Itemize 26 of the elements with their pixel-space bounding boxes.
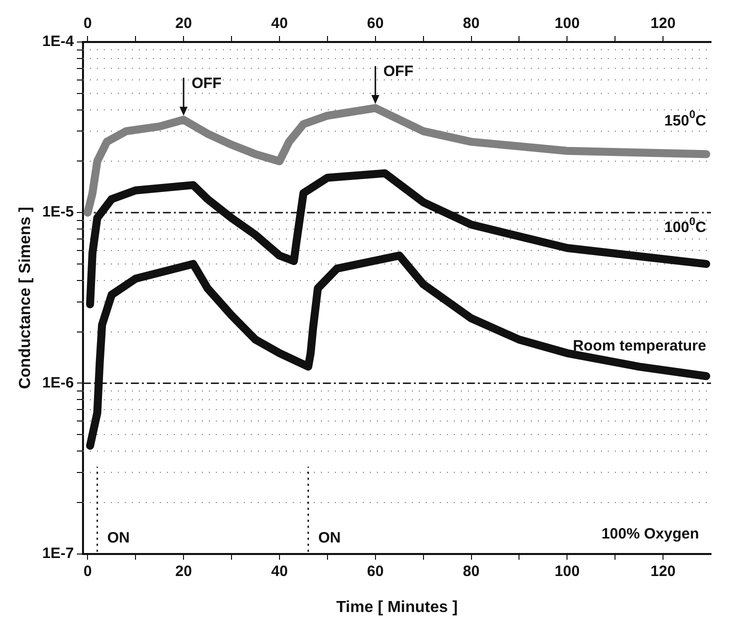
x2-tick-label: 100 bbox=[554, 15, 580, 32]
annotation: OFF bbox=[383, 63, 414, 80]
x-tick-label: 80 bbox=[462, 562, 480, 580]
x2-tick-label: 60 bbox=[367, 15, 384, 32]
y-tick-label: 1E-5 bbox=[42, 204, 74, 221]
ref-line-label: ON bbox=[107, 529, 130, 546]
x-axis-title: Time [ Minutes ] bbox=[336, 598, 458, 616]
y-tick-label: 1E-6 bbox=[42, 374, 74, 392]
y-axis-title: Conductance [ Simens ] bbox=[17, 206, 34, 390]
x-tick-label: 20 bbox=[175, 562, 192, 580]
x-tick-label: 40 bbox=[271, 562, 288, 580]
x2-tick-label: 20 bbox=[175, 15, 192, 32]
x-tick-label: 0 bbox=[84, 562, 92, 580]
series-label: Room temperature bbox=[572, 337, 706, 354]
x-tick-label: 100 bbox=[554, 562, 580, 580]
x2-tick-label: 40 bbox=[271, 15, 288, 32]
y-tick-label: 1E-4 bbox=[42, 33, 75, 50]
x-tick-label: 60 bbox=[367, 562, 384, 580]
x2-tick-label: 0 bbox=[84, 15, 92, 32]
ref-line-label: ON bbox=[318, 529, 341, 546]
x2-tick-label: 120 bbox=[650, 15, 676, 32]
y-tick-label: 1E-7 bbox=[42, 544, 74, 562]
annotation: 100% Oxygen bbox=[601, 525, 699, 542]
annotation: OFF bbox=[192, 74, 222, 92]
x2-tick-label: 80 bbox=[462, 15, 480, 32]
x-tick-label: 120 bbox=[650, 562, 676, 580]
